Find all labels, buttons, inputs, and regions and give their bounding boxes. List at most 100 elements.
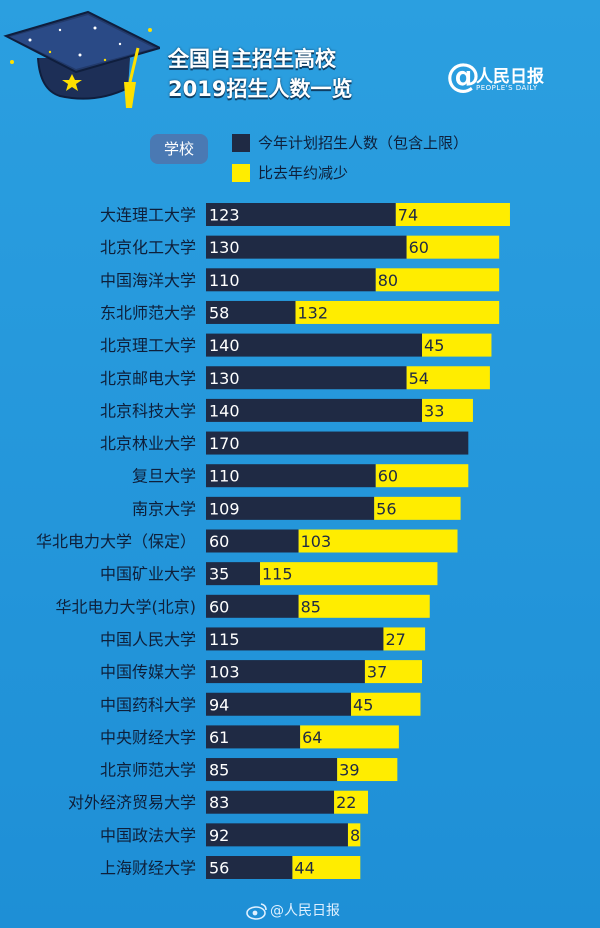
data-label-reduced: 74: [398, 206, 418, 225]
data-label-planned: 85: [209, 761, 229, 780]
data-label-planned: 83: [209, 793, 229, 812]
data-label-planned: 110: [209, 271, 240, 290]
data-label-reduced: 54: [409, 369, 429, 388]
bar-reduced: [422, 333, 492, 357]
category-label: 中国政法大学: [100, 826, 196, 845]
bar-planned: [206, 268, 376, 292]
bar-planned: [206, 725, 301, 749]
data-label-planned: 61: [209, 728, 229, 747]
bar-planned: [206, 235, 407, 259]
weibo-icon: [246, 903, 267, 920]
data-label-planned: 140: [209, 401, 240, 420]
bar-planned: [206, 496, 375, 520]
bar-reduced: [260, 562, 438, 586]
category-label: 中国传媒大学: [100, 663, 196, 682]
data-label-reduced: 8: [350, 826, 360, 845]
category-label: 中国药科大学: [100, 695, 196, 714]
category-label: 北京科技大学: [100, 401, 196, 420]
bar-reduced: [375, 464, 469, 488]
bar-reduced: [374, 496, 461, 520]
bar-planned: [206, 562, 261, 586]
chart-title-line-2: 2019招生人数一览: [168, 77, 353, 101]
category-label: 南京大学: [132, 499, 196, 518]
bar-reduced: [364, 660, 423, 684]
legend-label-planned: 今年计划招生人数（包含上限）: [258, 134, 469, 152]
category-label: 中国人民大学: [100, 630, 196, 649]
bar-planned: [206, 627, 384, 651]
data-label-reduced: 80: [378, 271, 398, 290]
data-label-planned: 60: [209, 597, 229, 616]
category-label: 上海财经大学: [100, 859, 196, 878]
data-label-reduced: 115: [262, 565, 293, 584]
category-label: 北京化工大学: [100, 238, 196, 257]
bar-planned: [206, 692, 352, 716]
graduation-cap-icon: [3, 10, 160, 108]
bar-reduced: [337, 758, 398, 782]
bar-reduced: [422, 398, 473, 422]
bar-planned: [206, 594, 299, 618]
logo-name: 人民日报: [476, 67, 544, 87]
bar-reduced: [383, 627, 426, 651]
bar-reduced: [375, 268, 500, 292]
data-label-planned: 92: [209, 826, 229, 845]
data-label-planned: 109: [209, 499, 240, 518]
data-label-planned: 170: [209, 434, 240, 453]
data-label-planned: 115: [209, 630, 240, 649]
chart-title-line-1: 全国自主招生高校: [168, 47, 336, 71]
bar-reduced: [292, 856, 361, 879]
category-label: 中国矿业大学: [100, 565, 196, 584]
category-label: 对外经济贸易大学: [68, 793, 196, 812]
bar-reduced: [300, 725, 399, 749]
category-label: 华北电力大学（保定）: [36, 532, 196, 551]
bar-planned: [206, 366, 407, 390]
bar-reduced: [295, 300, 500, 324]
data-label-reduced: 85: [301, 597, 321, 616]
legend-swatch-reduced: [232, 164, 250, 182]
bar-reduced: [298, 594, 430, 618]
data-label-reduced: 27: [385, 630, 405, 649]
bar-reduced: [347, 823, 361, 847]
data-label-planned: 60: [209, 532, 229, 551]
weibo-watermark: @人民日报: [246, 902, 366, 922]
bar-planned: [206, 464, 376, 488]
legend-swatch-planned: [232, 134, 250, 152]
logo-english-name: PEOPLE'S DAILY: [476, 84, 538, 92]
logo-at-symbol: @: [446, 56, 480, 96]
category-label: 北京师范大学: [100, 761, 196, 780]
bar-reduced: [395, 203, 510, 226]
data-label-reduced: 33: [424, 401, 444, 420]
data-label-planned: 35: [209, 565, 229, 584]
bar-planned: [206, 333, 423, 357]
weibo-text: @人民日报: [270, 903, 340, 919]
bar-planned: [206, 431, 469, 455]
data-label-planned: 130: [209, 238, 240, 257]
data-label-reduced: 37: [367, 663, 387, 682]
data-label-planned: 123: [209, 206, 240, 225]
bar-reduced: [406, 366, 490, 390]
data-label-reduced: 22: [336, 793, 356, 812]
data-label-reduced: 56: [376, 499, 396, 518]
bar-reduced: [334, 790, 369, 814]
data-label-planned: 130: [209, 369, 240, 388]
data-label-reduced: 44: [294, 859, 314, 878]
bar-planned: [206, 823, 348, 847]
bar-planned: [206, 300, 296, 324]
bar-planned: [206, 856, 293, 879]
category-label: 中央财经大学: [100, 728, 196, 747]
category-header-badge: 学校: [150, 134, 208, 164]
data-label-reduced: 103: [301, 532, 332, 551]
bar-reduced: [351, 692, 421, 716]
data-label-reduced: 39: [339, 761, 359, 780]
data-label-reduced: 45: [353, 695, 373, 714]
category-label: 大连理工大学: [100, 206, 196, 225]
data-label-planned: 103: [209, 663, 240, 682]
data-label-reduced: 60: [378, 467, 398, 486]
bar-planned: [206, 758, 338, 782]
data-label-planned: 58: [209, 303, 229, 322]
category-label: 中国海洋大学: [100, 271, 196, 290]
category-label: 北京邮电大学: [100, 369, 196, 388]
data-label-planned: 140: [209, 336, 240, 355]
bar-reduced: [298, 529, 458, 553]
category-label: 华北电力大学(北京): [56, 597, 197, 616]
